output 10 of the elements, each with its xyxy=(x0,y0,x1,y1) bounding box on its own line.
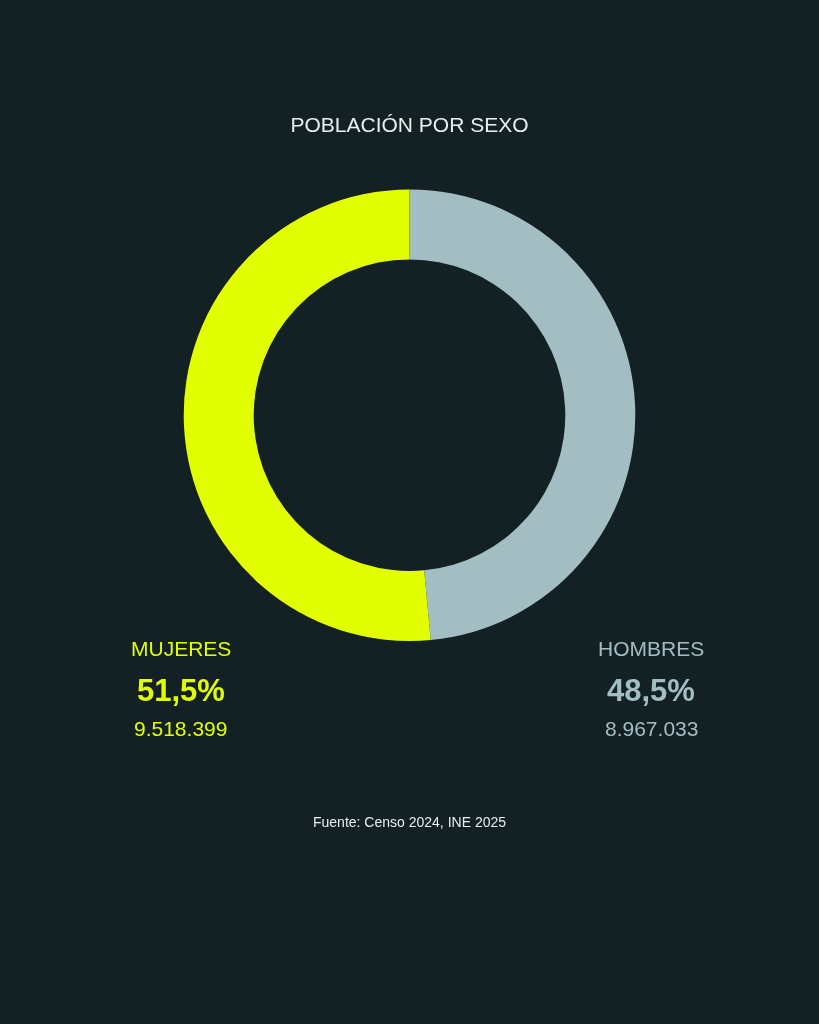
chart-title: POBLACIÓN POR SEXO xyxy=(290,113,529,137)
donut-slice xyxy=(409,189,636,641)
data-label: 48,5% xyxy=(607,673,695,708)
source-note: Fuente: Censo 2024, INE 2025 xyxy=(313,814,507,830)
text: 9.518.399 xyxy=(134,717,228,740)
slice-label: MUJERES xyxy=(131,637,232,660)
slice-label: HOMBRES xyxy=(598,637,705,660)
data-label: 51,5% xyxy=(137,673,225,708)
donut-slice xyxy=(183,189,431,641)
text: 8.967.033 xyxy=(605,717,699,740)
